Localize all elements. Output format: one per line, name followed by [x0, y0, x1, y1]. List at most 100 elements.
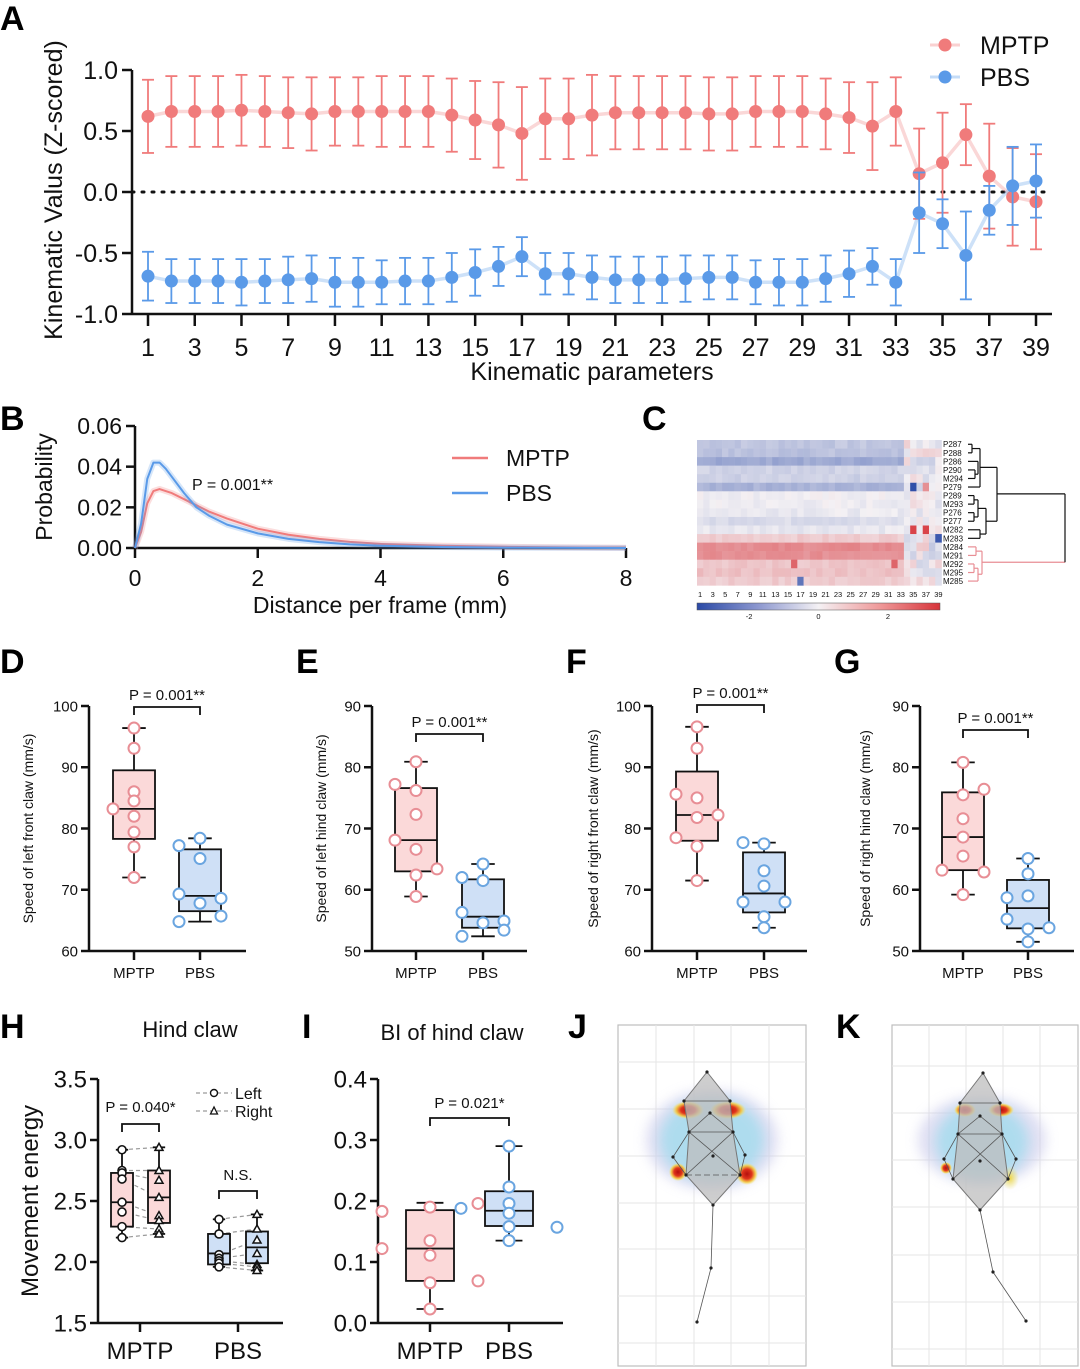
- x-axis-title: Distance per frame (mm): [253, 592, 507, 618]
- x-tick-label: 17: [796, 590, 804, 599]
- row-label: M291: [943, 551, 964, 560]
- heatmap-cell: [772, 551, 779, 560]
- heatmap-cell: [897, 508, 905, 518]
- heatmap-cell: [866, 542, 873, 552]
- data-point: [655, 273, 669, 287]
- y-tick-label: 0.06: [77, 413, 122, 439]
- heatmap-cell: [847, 508, 855, 518]
- heatmap-cell: [709, 525, 717, 535]
- data-point: [211, 104, 225, 118]
- heatmap-cell: [722, 465, 729, 475]
- heatmap-cell: [910, 516, 917, 526]
- heatmap-cell: [816, 465, 823, 475]
- heatmap-cell: [778, 559, 786, 569]
- data-point: [409, 842, 423, 856]
- heatmap-cell: [910, 457, 917, 466]
- heatmap-cell: [778, 474, 786, 484]
- data-point: [409, 868, 423, 882]
- heatmap-cell: [891, 448, 898, 458]
- heatmap-cell: [740, 457, 748, 466]
- x-tick-label: 19: [555, 334, 583, 362]
- data-point: [502, 1220, 516, 1234]
- heatmap-cell: [885, 568, 892, 578]
- data-point: [117, 1207, 127, 1217]
- x-tick-label: 29: [788, 334, 816, 362]
- heatmap-cell: [878, 499, 886, 509]
- heatmap-cell: [803, 491, 811, 501]
- heatmap-cell: [791, 474, 798, 484]
- y-tick-label: 1.0: [83, 57, 118, 85]
- heatmap-cell: [709, 491, 717, 501]
- heatmap-cell: [765, 559, 773, 569]
- data-point: [515, 250, 529, 264]
- heatmap-cell: [791, 457, 798, 466]
- heatmap-cell: [866, 440, 873, 449]
- heatmap-cell: [903, 568, 911, 578]
- data-point: [153, 1215, 165, 1225]
- heatmap-cell: [722, 474, 729, 484]
- heatmap-cell: [753, 474, 760, 484]
- heatmap-cell: [722, 448, 729, 458]
- heatmap-cell: [928, 482, 936, 492]
- heatmap-cell: [872, 457, 880, 466]
- heatmap-cell: [878, 576, 886, 586]
- heatmap-cell: [853, 508, 861, 518]
- heatmap-cell: [853, 551, 861, 560]
- heatmap-cell: [703, 499, 710, 509]
- data-point: [476, 857, 490, 871]
- pose-heatmap-k: [891, 1024, 1079, 1367]
- y-tick-label: 0.00: [77, 535, 122, 561]
- heatmap-cell: [809, 534, 817, 543]
- heatmap-cell: [715, 542, 723, 552]
- heatmap-cell: [765, 551, 773, 560]
- heatmap-cell: [765, 508, 773, 518]
- heatmap-cell: [709, 542, 717, 552]
- heatmap-cell: [703, 542, 710, 552]
- heatmap-cell: [834, 551, 842, 560]
- heatmap-cell: [747, 491, 754, 501]
- heatmap-cell: [866, 448, 873, 458]
- heatmap-cell: [747, 482, 754, 492]
- data-point: [328, 275, 342, 289]
- panel-label-f: F: [566, 643, 587, 681]
- data-point: [959, 248, 973, 262]
- data-point: [1000, 912, 1014, 926]
- x-axis-title: Kinematic parameters: [470, 358, 713, 386]
- heatmap-cell: [728, 542, 735, 552]
- heatmap-cell: [765, 576, 773, 586]
- heat-hotspot: [669, 1163, 687, 1181]
- heatmap-cell: [740, 516, 748, 526]
- heatmap-cell: [834, 457, 842, 466]
- heatmap-cell: [922, 568, 930, 578]
- heatmap-cell: [916, 534, 924, 543]
- heatmap-cell: [778, 568, 786, 578]
- significance-bracket: [429, 1117, 510, 1126]
- data-point: [977, 782, 991, 796]
- heatmap-cell: [860, 499, 867, 509]
- data-point: [959, 128, 973, 142]
- heatmap-cell: [709, 457, 717, 466]
- heatmap-cell: [928, 559, 936, 569]
- heatmap-cell: [772, 559, 779, 569]
- heatmap-cell: [809, 448, 817, 458]
- heatmap-cell: [822, 576, 829, 586]
- data-point: [889, 275, 903, 289]
- heatmap-cell: [797, 559, 804, 569]
- data-point: [258, 104, 272, 118]
- heatmap-cell: [916, 559, 924, 569]
- heatmap-cell: [772, 525, 779, 535]
- heatmap-cell: [847, 568, 855, 578]
- heatmap-cell: [703, 482, 710, 492]
- heatmap-cell: [803, 568, 811, 578]
- heatmap-cell: [866, 474, 873, 484]
- y-tick-label: -0.5: [75, 240, 118, 268]
- heatmap-cell: [916, 465, 924, 475]
- data-point: [164, 274, 178, 288]
- y-tick-label: 80: [624, 821, 641, 838]
- heatmap-cell: [747, 508, 754, 518]
- heatmap-cell: [765, 465, 773, 475]
- heatmap-cell: [797, 474, 804, 484]
- x-tick-label: PBS: [485, 1338, 533, 1365]
- heatmap-cell: [697, 542, 704, 552]
- heatmap-cell: [715, 559, 723, 569]
